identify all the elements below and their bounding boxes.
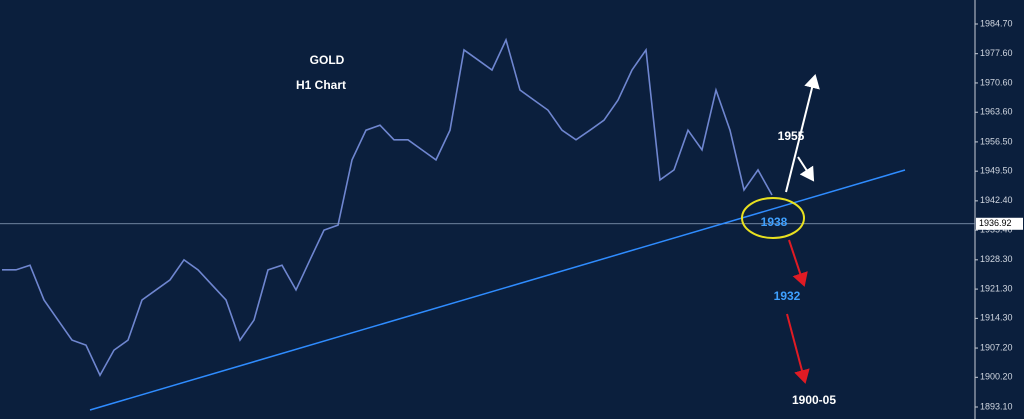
y-tick-label: 1921.30	[980, 283, 1013, 293]
y-tick-label: 1949.50	[980, 166, 1013, 176]
y-tick-label: 1963.60	[980, 107, 1013, 117]
y-tick-label: 1984.70	[980, 18, 1013, 28]
annotation: 1900-05	[792, 393, 836, 407]
annotation: 1955	[778, 129, 805, 143]
chart-title: GOLD	[310, 53, 345, 67]
y-tick-label: 1942.40	[980, 195, 1013, 205]
annotation: 1932	[774, 289, 801, 303]
y-tick-label: 1900.20	[980, 372, 1013, 382]
y-tick-label: 1907.20	[980, 342, 1013, 352]
y-tick-label: 1928.30	[980, 254, 1013, 264]
arrow-up	[785, 74, 820, 193]
y-tick-label: 1893.10	[980, 401, 1013, 411]
y-tick-label: 1956.50	[980, 136, 1013, 146]
chart-subtitle: H1 Chart	[296, 78, 346, 92]
price-line	[2, 37, 773, 377]
highlight-ellipse	[741, 197, 805, 239]
y-tick-label: 1970.60	[980, 77, 1013, 87]
y-tick-label: 1977.60	[980, 48, 1013, 58]
arrow-down-2	[786, 313, 810, 384]
current-price-box	[976, 217, 1023, 230]
arrow-pullback	[797, 156, 815, 182]
current-price-label: 1936.92	[979, 218, 1012, 228]
arrow-down-1	[788, 239, 808, 287]
y-tick-label: 1914.30	[980, 313, 1013, 323]
annotation: 1938	[761, 215, 788, 229]
trendline	[89, 169, 906, 411]
